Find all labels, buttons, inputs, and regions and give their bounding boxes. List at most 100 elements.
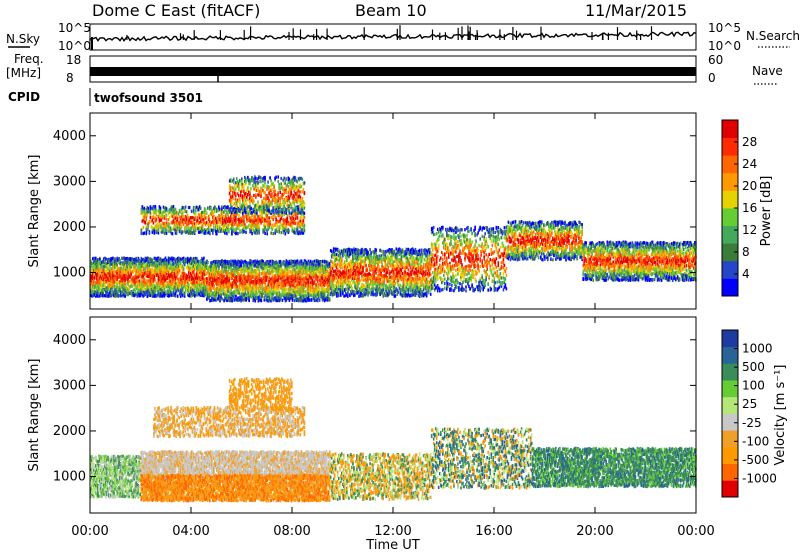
power-echo-cell [129,267,131,271]
power-echo-cell [162,282,165,286]
power-echo-cell [193,281,195,285]
power-echo-cell [112,278,114,282]
power-echo-cell [223,276,225,280]
power-echo-cell [197,268,199,272]
power-echo-cell [176,256,179,261]
power-echo-cell [197,262,199,266]
power-echo-cell [90,293,92,298]
power-echo-cell [143,267,146,271]
power-echo-cell [175,260,178,264]
power-echo-cell [159,294,162,298]
power-echo-cell [221,285,223,289]
power-echo-cell [198,289,200,293]
power-echo-cell [188,285,190,289]
power-echo-cell [90,261,92,265]
power-echo-cell [144,269,147,273]
nsky-trace-line [89,31,697,42]
power-echo-cell [170,278,173,282]
power-echo-cell [156,273,159,277]
power-echo-cell [138,263,141,267]
power-echo-cell [125,260,127,264]
power-echo-cell [217,267,219,271]
power-echo-cell [115,290,117,294]
power-echo-cell [203,256,205,260]
power-echo-cell [101,264,103,268]
power-echo-cell [308,298,311,302]
power-echo-cell [101,284,103,289]
power-echo-cell [174,292,177,296]
power-echo-cell [94,290,96,294]
power-echo-cell [193,259,195,263]
power-echo-cell [157,258,160,262]
power-echo-cell [102,262,104,266]
power-echo-cell [225,280,227,285]
power-echo-cell [90,274,92,278]
power-echo-cell [157,268,160,272]
power-echo-cell [148,282,151,286]
power-echo-cell [130,284,132,288]
power-echo-cell [151,269,154,274]
power-echo-cell [215,278,217,282]
power-echo-cell [181,287,184,291]
power-echo-cell [281,298,284,302]
power-echo-cell [93,263,95,267]
power-echo-cell [219,286,221,290]
freq-label-line2: [MHz] [6,66,41,80]
power-echo-cell [158,285,161,289]
power-echo-cell [222,281,224,285]
power-echo-cell [162,273,165,277]
power-echo-cell [112,293,114,297]
power-echo-cell [133,287,135,291]
power-echo-cell [94,282,96,286]
power-echo-cell [313,281,316,285]
power-echo-cell [170,265,173,269]
power-echo-cell [224,266,226,270]
power-echo-cell [135,257,137,261]
nsearch-label: N.Search [746,29,800,43]
power-echo-cell [220,273,222,277]
power-echo-cell [170,286,173,290]
power-echo-cell [158,289,161,293]
power-echo-cell [197,275,199,279]
power-echo-cell [149,271,152,275]
power-echo-cell [174,290,177,294]
power-echo-cell [106,293,108,297]
power-echo-cell [132,258,134,262]
power-echo-cell [224,296,226,300]
power-echo-cell [152,290,155,294]
power-echo-cell [328,262,331,266]
power-echo-cell [127,281,129,285]
power-echo-cell [163,260,166,265]
power-echo-cell [142,271,145,275]
power-echo-cell [110,287,112,291]
power-echo-cell [114,257,116,261]
power-echo-cell [209,282,211,286]
power-echo-cell [225,293,227,297]
power-echo-cell [192,263,194,268]
power-echo-cell [112,285,114,289]
power-echo-cell [137,272,140,276]
power-echo-cell [101,290,103,294]
power-echo-cell [194,285,196,289]
power-echo-cell [223,292,225,296]
power-echo-cell [125,264,127,268]
power-echo-cell [165,274,168,279]
power-echo-cell [185,288,188,292]
power-echo-cell [296,259,299,263]
power-echo-cell [91,291,93,295]
power-echo-cell [161,268,164,272]
power-echo-cell [207,294,209,298]
power-echo-cell [203,280,205,284]
power-echo-cell [217,272,219,276]
power-echo-cell [170,269,173,273]
power-echo-cell [146,291,149,295]
power-echo-cell [128,264,130,268]
power-echo-cell [147,260,150,264]
power-echo-cell [134,280,136,284]
power-echo-cell [197,281,199,285]
power-echo-cell [90,259,92,263]
power-echo-cell [111,267,113,271]
power-echo-cell [112,280,114,284]
power-echo-cell [224,268,226,272]
power-echo-cell [158,266,161,270]
